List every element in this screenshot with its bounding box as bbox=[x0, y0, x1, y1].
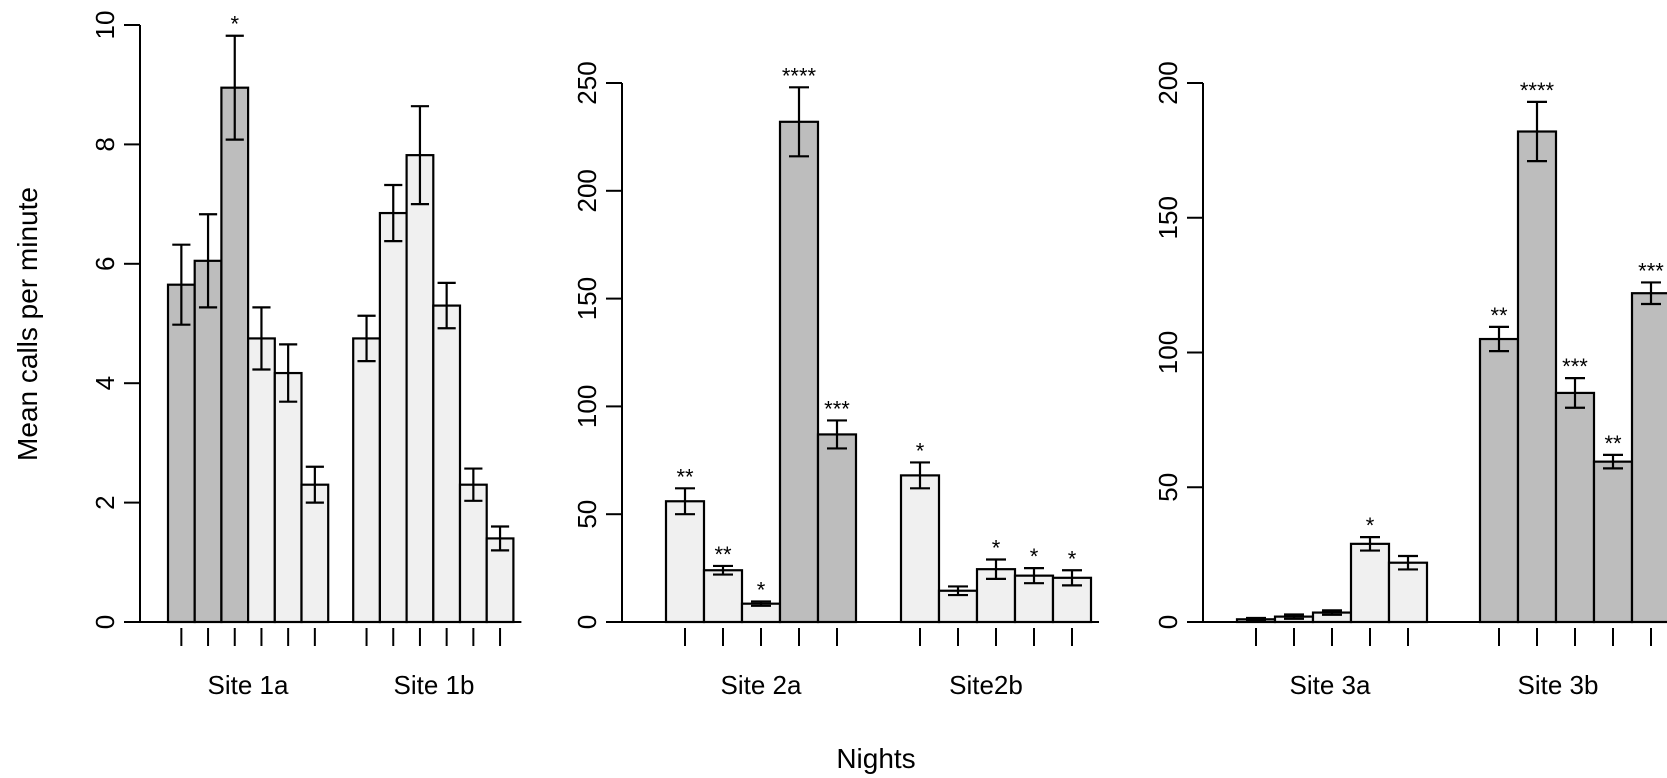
y-tick-label: 150 bbox=[1153, 196, 1183, 239]
significance-label: *** bbox=[1562, 354, 1588, 379]
bar bbox=[778, 120, 820, 624]
bar bbox=[816, 433, 858, 624]
bar bbox=[352, 337, 382, 624]
significance-label: **** bbox=[782, 63, 817, 88]
bar bbox=[247, 337, 276, 624]
bar bbox=[300, 483, 330, 624]
x-axis-title: Nights bbox=[836, 743, 915, 774]
bar bbox=[378, 211, 408, 624]
bar bbox=[1516, 130, 1558, 624]
y-axis-title: Mean calls per minute bbox=[12, 187, 43, 461]
group-label: Site 1a bbox=[208, 670, 289, 700]
y-tick-label: 50 bbox=[1153, 473, 1183, 502]
y-tick-label: 4 bbox=[90, 376, 120, 390]
group-label: Site 3a bbox=[1290, 670, 1371, 700]
group-label: Site 2a bbox=[721, 670, 802, 700]
significance-label: ** bbox=[714, 542, 732, 567]
significance-label: ** bbox=[1490, 303, 1508, 328]
y-tick-label: 150 bbox=[572, 277, 602, 320]
bar bbox=[1478, 337, 1520, 624]
y-tick-label: 0 bbox=[90, 615, 120, 629]
bar bbox=[664, 500, 706, 624]
group-label: Site 3b bbox=[1518, 670, 1599, 700]
significance-label: * bbox=[916, 438, 925, 463]
bar bbox=[458, 483, 488, 624]
y-tick-label: 6 bbox=[90, 257, 120, 271]
y-tick-label: 200 bbox=[1153, 61, 1183, 104]
y-tick-label: 100 bbox=[1153, 331, 1183, 374]
y-tick-label: 200 bbox=[572, 169, 602, 212]
y-tick-label: 10 bbox=[90, 11, 120, 40]
significance-label: ** bbox=[676, 464, 694, 489]
bar bbox=[273, 371, 303, 624]
bar bbox=[1592, 460, 1634, 624]
significance-label: * bbox=[992, 535, 1001, 560]
y-tick-label: 2 bbox=[90, 495, 120, 509]
bar bbox=[220, 86, 250, 624]
bar bbox=[1630, 292, 1667, 624]
bar bbox=[1387, 561, 1429, 624]
chart-panel-1: 0 2 4 6 8 10 * Site 1a Site 1b bbox=[90, 11, 522, 700]
significance-label: * bbox=[1366, 513, 1375, 538]
bar bbox=[899, 474, 941, 624]
significance-label: * bbox=[757, 578, 766, 603]
bar bbox=[405, 154, 435, 624]
significance-label: * bbox=[1068, 546, 1077, 571]
bar bbox=[1554, 391, 1596, 624]
y-tick-label: 0 bbox=[572, 615, 602, 629]
bar bbox=[432, 304, 462, 624]
bar bbox=[193, 259, 223, 624]
significance-label: * bbox=[230, 12, 239, 37]
bar bbox=[485, 537, 515, 624]
y-tick-label: 8 bbox=[90, 137, 120, 151]
y-tick-label: 0 bbox=[1153, 615, 1183, 629]
significance-label: *** bbox=[824, 396, 850, 421]
y-tick-label: 100 bbox=[572, 385, 602, 428]
group-label: Site 1b bbox=[394, 670, 475, 700]
group-label: Site2b bbox=[949, 670, 1023, 700]
significance-label: **** bbox=[1520, 78, 1555, 103]
y-tick-label: 50 bbox=[572, 500, 602, 529]
significance-label: * bbox=[1030, 544, 1039, 569]
y-tick-label: 250 bbox=[572, 61, 602, 104]
significance-label: ** bbox=[1604, 431, 1622, 456]
bar bbox=[702, 569, 744, 624]
bar bbox=[166, 283, 196, 624]
significance-label: *** bbox=[1638, 258, 1664, 283]
bar bbox=[1349, 542, 1391, 624]
